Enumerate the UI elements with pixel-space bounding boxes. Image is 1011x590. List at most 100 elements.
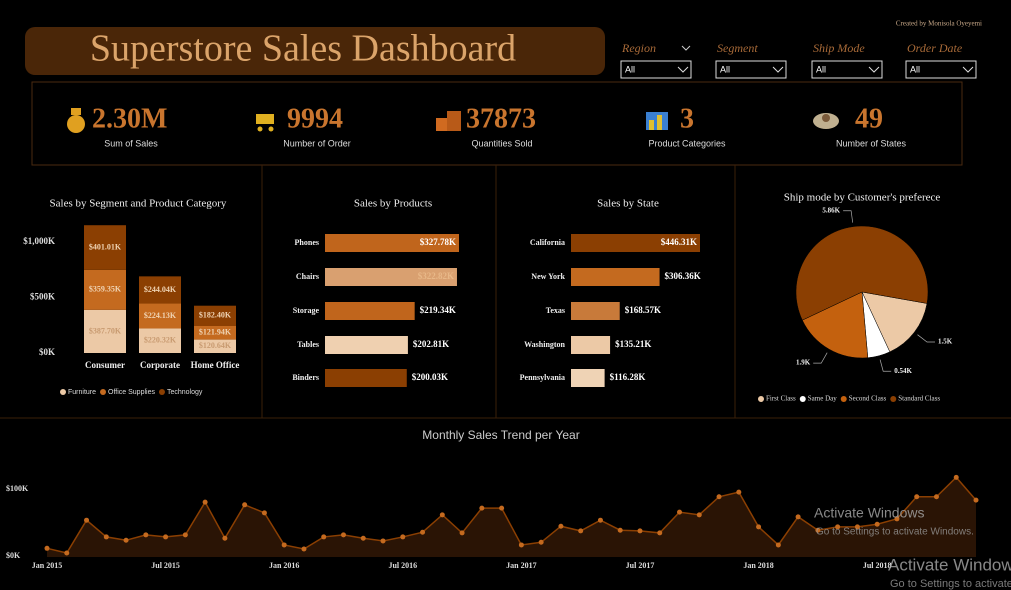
filter-dropdown[interactable] [620,60,692,79]
x-tick-label: Jan 2017 [506,561,536,570]
legend-marker [890,396,897,402]
icon-money-bag [67,108,85,133]
marker [973,497,979,503]
value-label: $121.94K [199,328,232,337]
legend-marker [758,396,764,402]
marker [143,532,149,538]
bar [571,369,605,387]
icon-eagle [813,113,839,129]
credit: Created by Monisola Oyeyemi [896,20,982,28]
filter-dropdown[interactable] [905,60,977,79]
marker [439,512,445,518]
kpi-label: Number of Order [283,138,351,148]
legend-marker [840,396,847,402]
value-label: 1.5K [938,338,953,346]
bar [571,302,620,320]
leader-line [813,352,828,364]
category-label: Washington [524,340,565,349]
filter-value: All [720,64,730,74]
x-tick-label: Jan 2015 [32,561,62,570]
marker [222,535,228,541]
marker [716,494,722,500]
bar-segment [139,303,181,329]
category-label: Texas [546,306,565,315]
bar [325,369,407,387]
bar-segment [194,325,236,340]
value-label: $200.03K [412,372,448,382]
kpi-value: 37873 [466,103,536,134]
bar [571,268,660,286]
pie-slice [861,291,928,353]
kpi-label: Product Categories [648,138,726,148]
kpi-value: 2.30M [92,103,167,134]
marker [380,538,386,544]
x-tick-label: Consumer [85,360,125,370]
chevron [772,66,784,73]
marker [44,545,50,551]
legend-label: Office Supplies [108,389,155,396]
marker [953,474,959,480]
watermark-subtitle: Go to Settings to activate Windows. [816,527,974,538]
marker [597,517,603,523]
pie-slice [801,291,869,359]
x-tick-label: Home Office [191,360,240,370]
marker [281,542,287,548]
filter-dropdown[interactable] [811,60,883,79]
marker [103,534,109,540]
line [46,476,977,554]
kpi-value: 9994 [287,103,343,134]
bar-segment [194,339,236,353]
value-label: $306.36K [665,271,701,281]
marker [459,530,465,536]
marker [420,529,426,535]
x-tick-label: Jul 2017 [626,561,655,570]
kpi-label: Number of States [836,138,907,148]
legend-label: Technology [167,389,203,396]
value-label: $401.01K [89,242,122,251]
marker [894,516,900,522]
leader-line [843,210,854,223]
bar [325,336,408,354]
value-label: 1.9K [796,359,811,367]
value-label: $446.31K [661,237,697,247]
chevron [962,66,974,73]
category-label: Chairs [296,272,319,281]
value-label: 5.86K [822,206,840,214]
bar [571,336,611,354]
bar-segment [139,328,181,353]
value-label: $327.78K [420,237,456,247]
icon-cart [256,114,274,132]
filter-dropdown[interactable] [715,60,787,79]
bar-segment [139,276,181,304]
marker [400,534,406,540]
filter-label: Order Date [907,41,963,55]
legend-marker [60,389,66,395]
marker [637,528,643,534]
watermark-title: Activate Windows [888,555,1011,574]
leader-line [917,334,936,343]
value-label: $116.28K [610,372,646,382]
marker [815,527,821,533]
title-box [25,27,605,75]
value-label: $135.21K [615,339,651,349]
value-label: $224.13K [144,311,177,320]
x-tick-label: Jan 2016 [269,561,299,570]
legend-label: First Class [766,395,796,403]
marker [123,537,129,543]
chart-title: Sales by Segment and Product Category [50,198,227,210]
marker [696,512,702,518]
category-label: Phones [295,238,319,247]
filter-value: All [816,64,826,74]
bar-segment [84,309,126,353]
value-label: $244.04K [144,285,177,294]
filter-label: Ship Mode [813,41,865,55]
value-label: $182.40K [199,311,232,320]
filter-label: Segment [717,41,758,55]
marker [518,542,524,548]
marker [795,514,801,520]
marker [538,539,544,545]
marker [677,509,683,515]
marker [84,517,90,523]
icon-boxes [436,111,461,131]
